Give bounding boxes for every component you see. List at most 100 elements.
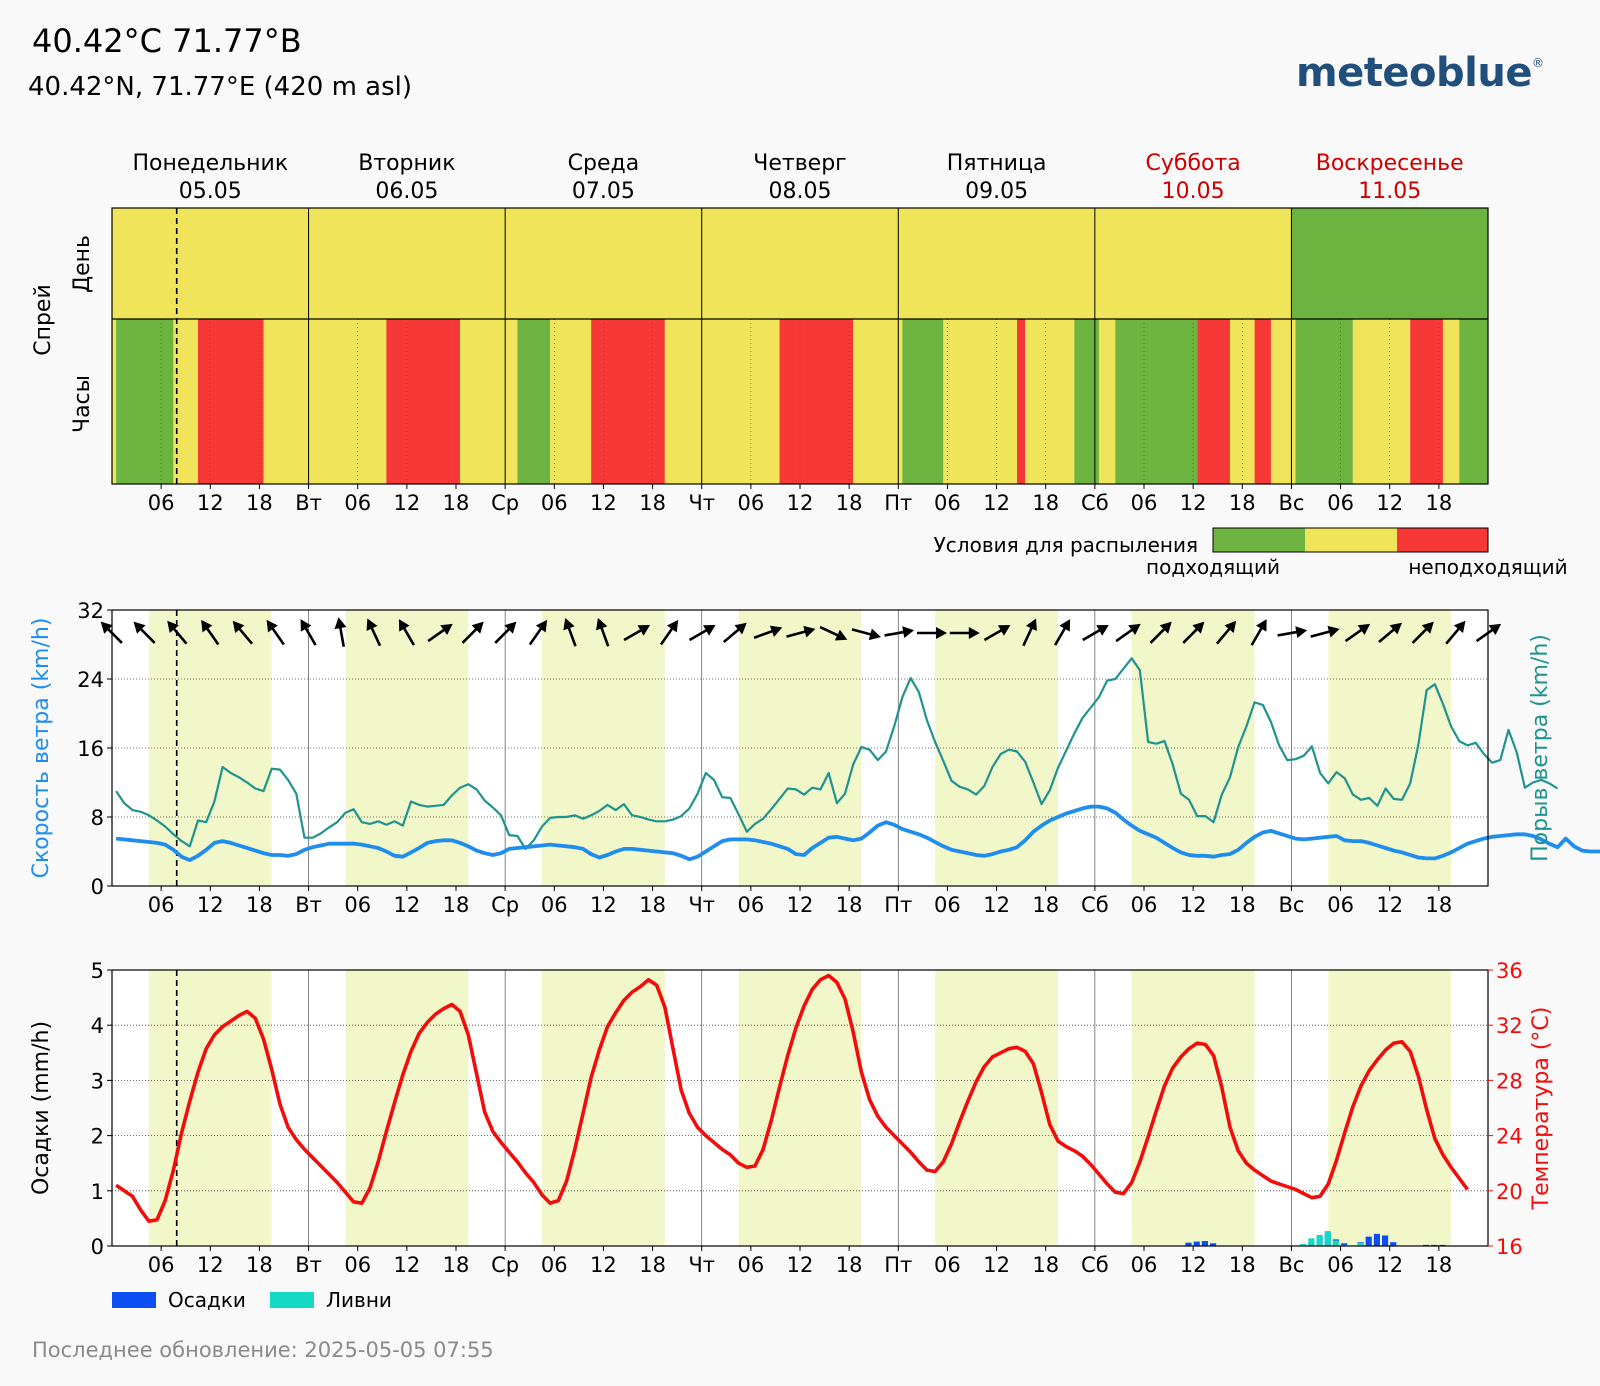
spray-hour-cell (1459, 319, 1488, 484)
wind-direction-arrow (884, 626, 915, 639)
spray-day-cell (112, 208, 309, 319)
y-tick-label: 5 (91, 959, 104, 983)
legend-showers-swatch (270, 1292, 314, 1308)
wind-direction-arrow (596, 617, 610, 647)
wind-direction-arrow (1310, 625, 1340, 638)
x-tick-label: 06 (344, 491, 371, 515)
y-tick-label: 2 (91, 1125, 104, 1149)
x-tick-label: 12 (1376, 893, 1403, 917)
y-tick-label: 4 (91, 1014, 104, 1038)
wind-lines (115, 657, 1600, 862)
precip-bar (1193, 1241, 1200, 1246)
spray-grid (160, 208, 1440, 484)
spray-hour-cell (1017, 319, 1026, 484)
wind-direction-arrow (819, 625, 848, 641)
spray-hour-cell (779, 319, 854, 484)
wind-direction-arrow (1378, 622, 1402, 643)
wind-direction-arrow (1115, 623, 1141, 643)
precip-bar (1341, 1243, 1348, 1246)
showers-bar (1357, 1242, 1364, 1246)
arrow-head (1327, 625, 1340, 638)
day-header-labels: Понедельник 05.05 Вторник 06.05 Среда 07.05 Че… (132, 151, 1463, 204)
x-tick-label: 06 (1327, 491, 1354, 515)
temperature-line (115, 973, 1469, 1223)
wind-direction-arrow (1250, 619, 1267, 646)
x-tick-label: 12 (590, 1253, 617, 1277)
day-name-label: Среда (568, 151, 640, 176)
x-tick-label: 12 (393, 491, 420, 515)
showers-bar (1332, 1240, 1340, 1246)
precip-bar (1382, 1235, 1389, 1246)
x-tick-label: Сб (1081, 893, 1109, 917)
spray-hour-cell (943, 319, 1018, 484)
spray-day-cell (308, 208, 506, 319)
x-tick-label: 18 (1425, 893, 1452, 917)
y-tick-label: 24 (77, 668, 104, 692)
spray-hour-cell (116, 319, 174, 484)
x-tick-label: 12 (1180, 893, 1207, 917)
precip-bar (1373, 1233, 1380, 1246)
legend-precip-label: Осадки (168, 1288, 246, 1312)
x-tick-label: 18 (443, 893, 470, 917)
x-tick-label: 06 (737, 1253, 764, 1277)
wind-direction-arrow (528, 619, 548, 646)
x-tick-label: 18 (1425, 1253, 1452, 1277)
x-tick-label: Пт (884, 1253, 912, 1277)
wind-direction-arrow (1182, 621, 1205, 644)
x-tick-label: 06 (541, 491, 568, 515)
spray-hour-cell (263, 319, 387, 484)
showers-bar (1308, 1238, 1315, 1246)
wind-gust-ylabel: Порыв ветра (km/h) (1528, 634, 1553, 862)
x-tick-label: Сб (1081, 491, 1109, 515)
y-tick-label: 1 (91, 1180, 104, 1204)
arrow-head (300, 619, 312, 632)
wind-direction-arrow (659, 619, 679, 646)
x-tick-label: 18 (836, 491, 863, 515)
arrow-head (334, 617, 347, 630)
x-tick-label: Ср (491, 491, 519, 515)
x-tick-label: 12 (787, 1253, 814, 1277)
wind-direction-arrow (983, 625, 1011, 642)
y-right-tick-label: 24 (1496, 1125, 1523, 1149)
spray-hour-cell (517, 319, 551, 484)
prec-y-ticks: 0 1 2 3 4 5 16 20 24 28 32 36 (91, 959, 1523, 1259)
day-name-label: Пятница (947, 151, 1047, 176)
x-tick-label: 12 (197, 893, 224, 917)
x-tick-label: 18 (1032, 491, 1059, 515)
wind-direction-arrow (1445, 620, 1466, 645)
wind-direction-arrow (100, 621, 123, 644)
x-tick-label: Вт (295, 893, 322, 917)
wind-direction-arrow (917, 627, 947, 639)
x-tick-label: 18 (1425, 491, 1452, 515)
arrow-head (936, 627, 947, 639)
spray-hour-cell (1254, 319, 1271, 484)
day-name-label: Четверг (753, 151, 846, 176)
spray-row-label-day: День (70, 235, 95, 293)
meteoblue-logo[interactable]: meteoblue® (1296, 50, 1544, 96)
x-tick-label: 06 (1131, 893, 1158, 917)
wind-direction-arrow (1215, 620, 1237, 645)
wind-direction-arrow (133, 621, 156, 644)
precip-bar (1185, 1242, 1192, 1246)
day-date-label: 11.05 (1358, 179, 1421, 204)
day-name-label: Понедельник (132, 151, 288, 176)
spray-hour-cell (173, 319, 198, 484)
x-tick-label: 18 (246, 491, 273, 515)
precip-bar (1201, 1241, 1208, 1246)
wind-direction-arrow (167, 620, 188, 645)
x-tick-label: 06 (1131, 491, 1158, 515)
arrow-head (1295, 626, 1308, 639)
arrow-head (100, 621, 113, 634)
x-tick-label: 12 (393, 1253, 420, 1277)
wind-x-ticks: 06 12 18 Вт 06 12 18 Ср 06 12 18 Чт 06 12 18 Пт 06 12 18 Сб… (148, 886, 1452, 917)
spray-hour-cell (1098, 319, 1116, 484)
arrow-head (803, 625, 816, 638)
wind-direction-arrow (1082, 625, 1109, 642)
arrow-head (535, 619, 548, 633)
wind-direction-arrow (1022, 618, 1037, 647)
x-tick-label: 18 (443, 491, 470, 515)
arrow-head (1256, 619, 1267, 632)
arrow-head (1488, 623, 1502, 636)
